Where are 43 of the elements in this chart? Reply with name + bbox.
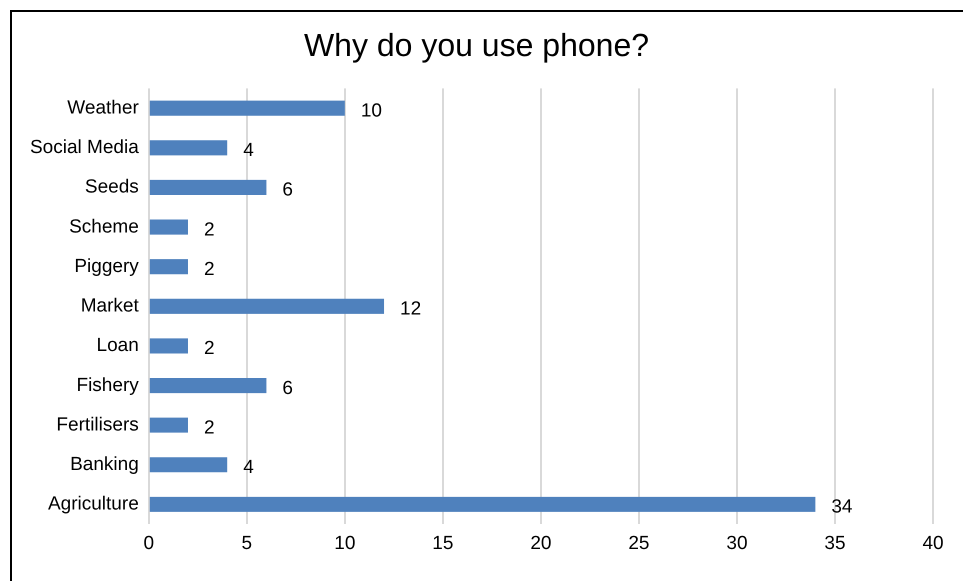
data-label: 12	[400, 298, 422, 320]
chart-title: Why do you use phone?	[304, 27, 650, 64]
data-label: 2	[204, 338, 215, 360]
bar	[150, 100, 345, 116]
y-tick-label: Fertilisers	[56, 414, 139, 436]
data-label: 10	[360, 100, 382, 122]
bar	[150, 457, 228, 472]
bar	[150, 338, 188, 354]
y-tick-label: Banking	[70, 454, 139, 476]
y-tick-label: Fishery	[76, 374, 140, 396]
y-tick-label: Weather	[67, 97, 140, 118]
x-tick-label: 30	[726, 532, 748, 554]
data-label: 4	[243, 140, 254, 162]
bar	[150, 259, 188, 274]
x-tick-label: 0	[143, 532, 154, 554]
x-tick-label: 40	[922, 532, 944, 554]
data-label: 2	[204, 258, 215, 280]
y-tick-label: Piggery	[74, 256, 140, 277]
x-tick-label: 35	[824, 532, 846, 554]
y-tick-label: Market	[80, 296, 140, 317]
bar	[150, 378, 266, 394]
data-label: 6	[282, 378, 293, 399]
bar	[150, 298, 384, 314]
y-tick-label: Agriculture	[48, 494, 139, 515]
x-tick-label: 5	[242, 532, 252, 554]
data-label: 4	[243, 457, 254, 478]
x-tick-label: 25	[628, 532, 650, 554]
bar	[150, 140, 228, 156]
bar	[150, 180, 266, 195]
y-tick-label: Seeds	[84, 176, 139, 198]
data-label: 6	[282, 180, 293, 201]
bar	[150, 496, 816, 512]
x-tick-label: 10	[334, 532, 356, 554]
bar	[150, 220, 188, 235]
y-tick-label: Loan	[96, 335, 139, 356]
bar	[150, 418, 188, 433]
data-label: 2	[204, 219, 215, 240]
y-tick-label: Social Media	[30, 137, 140, 158]
x-tick-label: 15	[432, 532, 454, 554]
x-tick-label: 20	[530, 532, 552, 554]
y-tick-label: Scheme	[69, 216, 139, 238]
data-label: 34	[831, 496, 853, 518]
data-label: 2	[204, 417, 215, 438]
